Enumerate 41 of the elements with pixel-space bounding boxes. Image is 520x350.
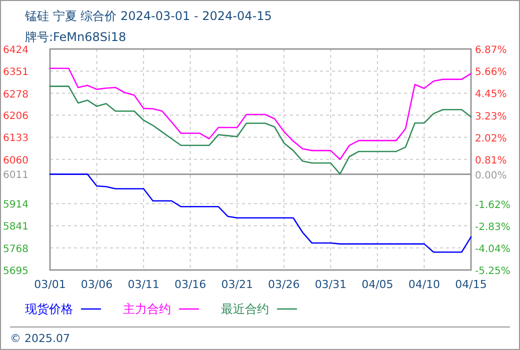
- text: © 2025.07: [10, 332, 70, 345]
- y-tick-label: 6011: [3, 170, 28, 182]
- legend-label: 最近合约: [221, 302, 269, 316]
- y2-tick-label: 5.66%: [475, 67, 507, 78]
- y-tick-label: 5914: [3, 200, 28, 211]
- y-tick-label: 6133: [3, 133, 28, 144]
- y2-tick-label: 2.02%: [475, 133, 507, 144]
- x-tick-label: 03/06: [80, 278, 113, 291]
- line-series: [49, 174, 472, 253]
- x-tick-label: 04/10: [408, 278, 440, 291]
- y-tick-label: 5841: [3, 222, 28, 233]
- x-tick-label: 03/11: [128, 278, 160, 291]
- y-tick-label: 6351: [3, 67, 28, 78]
- y-tick-label: 6424: [3, 45, 28, 56]
- y2-tick-label: -4.04%: [475, 244, 510, 255]
- x-tick-label: 04/05: [362, 278, 394, 291]
- x-tick-label: 03/21: [221, 278, 253, 291]
- y-tick-label: 5768: [3, 244, 28, 255]
- legend-label: 现货价格: [25, 302, 73, 316]
- x-tick-label: 03/01: [34, 278, 66, 291]
- y2-tick-label: -1.62%: [475, 200, 510, 211]
- line-series: [49, 68, 472, 160]
- line-series: [49, 86, 472, 175]
- y2-tick-label: 3.23%: [475, 111, 507, 122]
- y2-tick-label: -5.25%: [475, 266, 510, 277]
- y-tick-label: 6278: [3, 89, 28, 100]
- y2-tick-label: 4.45%: [475, 89, 507, 100]
- y2-tick-label: 0.81%: [475, 156, 507, 166]
- chart-subtitle: 牌号:FeMn68Si18: [25, 30, 126, 44]
- y2-tick-label: 0.00%: [475, 170, 507, 182]
- x-tick-label: 03/16: [174, 278, 206, 291]
- y-tick-label: 6060: [3, 155, 28, 166]
- y-tick-label: 5695: [3, 266, 28, 277]
- x-tick-label: 03/26: [268, 278, 300, 291]
- chart-title: 锰硅 宁夏 综合价 2024-03-01 - 2024-04-15: [24, 9, 272, 23]
- x-tick-label: 04/15: [455, 278, 487, 291]
- y2-tick-label: 6.87%: [475, 45, 507, 56]
- x-tick-label: 03/31: [314, 278, 347, 291]
- y2-tick-label: -2.83%: [475, 222, 510, 233]
- y-tick-label: 6206: [3, 111, 28, 122]
- legend-label: 主力合约: [123, 302, 171, 316]
